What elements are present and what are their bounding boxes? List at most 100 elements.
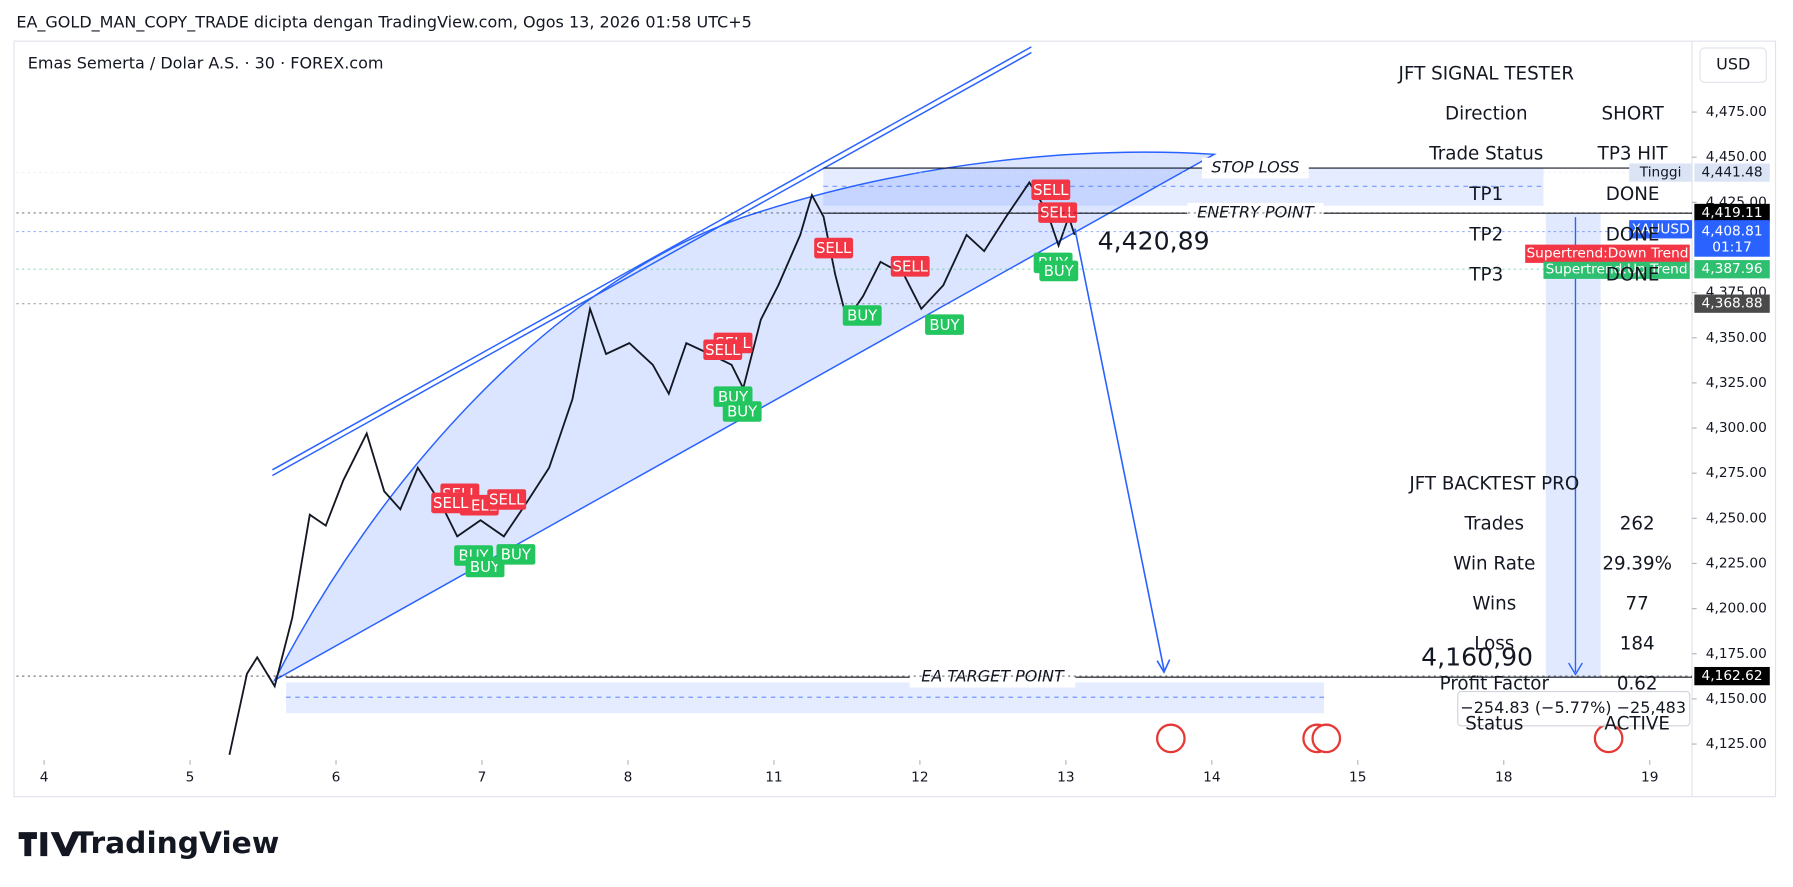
row-label: Status [1465,714,1523,735]
header-title: EA_GOLD_MAN_COPY_TRADE dicipta dengan Tr… [16,12,751,32]
signal-label: BUY [727,403,758,421]
signal-box [925,314,964,335]
x-tick-label: 7 [478,769,487,785]
price-label-box [1694,294,1770,313]
row-value: DONE [1606,224,1660,245]
signal-label: BUY [1044,262,1075,280]
symbol-title: Emas Semerta / Dolar A.S. · 30 · FOREX.c… [28,54,384,73]
signal-label: SELL [705,341,741,359]
y-tick-label: 4,325.00 [1706,375,1767,391]
chart-pane [13,40,1777,798]
currency-button[interactable] [1699,47,1767,83]
row-value: 29.39% [1602,554,1672,575]
signal-label: BUY [929,316,960,334]
target-arrow [1074,228,1165,670]
y-tick-label: 4,350.00 [1706,330,1767,346]
row-value: 184 [1620,634,1655,655]
row-value: SHORT [1602,103,1665,124]
y-tick-label: 4,175.00 [1706,646,1767,662]
y-tick-label: 4,450.00 [1706,149,1767,165]
projection-box [1545,213,1601,678]
y-tick-label: 4,150.00 [1706,691,1767,707]
target-zone [286,682,1324,714]
target-price-note: 4,160,90 [1421,642,1533,671]
row-value: 262 [1620,514,1655,535]
x-tick-label: 14 [1203,769,1220,785]
x-tick-label: 12 [911,769,928,785]
signal-box [431,492,471,514]
brand-logo [18,832,81,857]
row-value: ACTIVE [1604,714,1670,735]
measure-label: −254.83 (−5.77%) −25,483 [1460,698,1686,717]
event-icons [1155,723,1624,754]
level-label-bg [1202,157,1309,179]
y-tick-label: 4,200.00 [1706,601,1767,617]
y-tick-label: 4,300.00 [1706,420,1767,436]
level-label-bg [1187,202,1324,224]
plot: 4,475.004,450.004,425.004,375.004,350.00… [16,104,1770,785]
row-label: TP3 [1468,265,1503,286]
row-label: Direction [1445,103,1528,124]
signal-box [722,401,762,422]
arrow-head [1156,659,1171,674]
level-label-bg [909,666,1076,688]
level-label: STOP LOSS [1211,158,1299,177]
row-label: Win Rate [1453,554,1535,575]
x-tick-label: 6 [332,769,341,785]
signal-box [487,489,527,510]
level-label: EA TARGET POINT [921,667,1065,686]
row-value: DONE [1606,265,1660,286]
row-label: Wins [1472,594,1516,615]
signal-box [465,556,505,578]
level-label: ENETRY POINT [1197,203,1315,222]
price-label-box [1694,666,1770,686]
y-tick-label: 4,125.00 [1706,736,1767,752]
brand-name: TradingView [74,826,280,861]
x-tick-label: 4 [40,769,49,785]
event-icon [1155,723,1186,754]
price-tag-box [1629,220,1693,239]
signal-label: SELL [816,239,852,257]
signal-box [1039,260,1079,282]
price-label: 4,408.81 [1702,224,1763,240]
row-label: Trades [1464,514,1525,535]
channel-line [272,46,1032,471]
signal-box [842,305,882,326]
signal-box [1031,179,1071,201]
price-label: 4,441.48 [1702,165,1763,181]
price-label-box [1694,220,1770,257]
row-label: Trade Status [1428,144,1543,165]
signal-label: SELL [433,494,469,512]
row-value: TP3 HIT [1597,144,1669,165]
trend-down-box [1525,244,1690,263]
x-tick-label: 19 [1641,769,1658,785]
price-tag: Tinggi [1639,165,1682,181]
currency-label[interactable]: USD [1716,55,1750,74]
x-tick-label: 15 [1349,769,1366,785]
row-label: TP2 [1468,224,1503,245]
price-label-box [1694,163,1770,182]
signal-label: SELL [893,257,929,275]
signal-label: SELL [1033,181,1069,199]
channel-line [272,51,1032,477]
price-tag: XAUUSD [1632,221,1690,237]
price-label: 4,419.11 [1702,205,1763,221]
signal-box [703,339,743,361]
price-tag-box [1629,163,1693,182]
backtest-table: Trades 262 Win Rate 29.39% Wins 77 Loss 184 Prof… [1440,514,1672,735]
price-label: 4,368.88 [1702,296,1763,312]
measure-box [1457,690,1691,727]
entry-price-note: 4,420,89 [1098,226,1210,255]
price-label-box [1694,203,1770,223]
row-value: 0.62 [1617,674,1658,695]
x-tick-label: 18 [1495,769,1512,785]
trend-down-label: Supertrend:Down Trend [1526,246,1688,262]
y-tick-label: 4,250.00 [1706,510,1767,526]
signal-box [814,237,854,259]
trend-up-box [1543,261,1690,279]
x-tick-label: 8 [624,769,633,785]
x-tick-label: 11 [765,769,782,785]
signal-label: BUY [470,558,501,576]
